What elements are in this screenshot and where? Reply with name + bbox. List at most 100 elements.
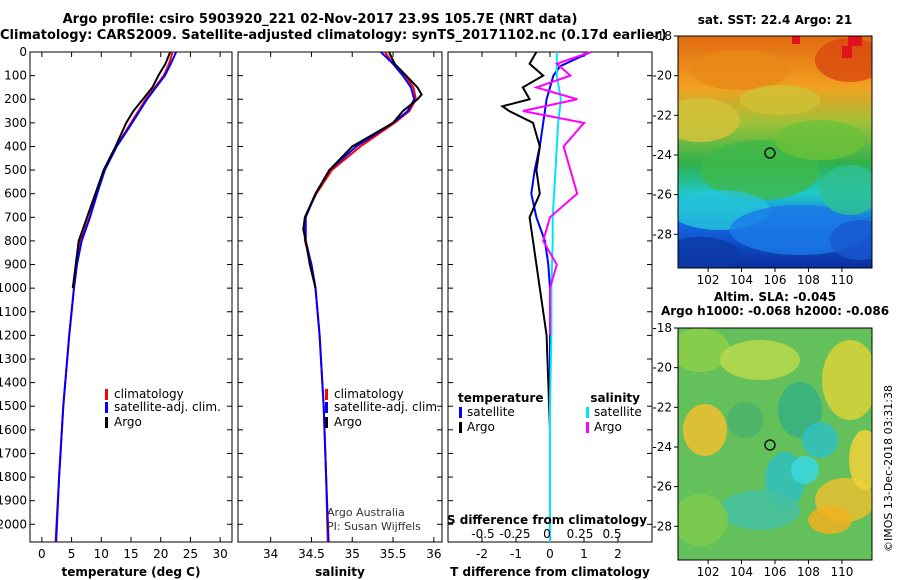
legend-label: satellite xyxy=(467,405,515,419)
x-tick-label: 10 xyxy=(94,547,109,561)
top-axis-label: S difference from climatology xyxy=(447,513,647,527)
map-x-tick-label: 104 xyxy=(730,273,753,287)
legend-label: climatology xyxy=(114,387,184,401)
map-title-sst: sat. SST: 22.4 Argo: 21 xyxy=(698,13,852,27)
legend-swatch xyxy=(586,422,589,433)
map-x-tick-label: 108 xyxy=(797,273,820,287)
legend-swatch xyxy=(586,407,589,418)
map-y-tick-label: -22 xyxy=(652,108,672,122)
series-satellite-adj-clim- xyxy=(55,51,178,543)
legend-swatch xyxy=(105,389,108,400)
y-tick-label: 100 xyxy=(4,69,27,83)
map-sla: -18 -20 -22 -24 -26 -28 102 104 106 108 110 Altim. … xyxy=(652,290,889,579)
sst-patch xyxy=(775,120,865,160)
top-tick-label: 0 xyxy=(543,527,551,541)
annotation-argo-australia: Argo Australia xyxy=(327,506,405,519)
x-tick-label: 35.5 xyxy=(380,547,407,561)
y-tick-label: 600 xyxy=(4,187,27,201)
annotation-pi: PI: Susan Wijffels xyxy=(327,520,421,533)
y-tick-label: 800 xyxy=(4,234,27,248)
legend-label: climatology xyxy=(334,387,404,401)
legend-title-temperature: temperature xyxy=(458,391,543,405)
y-tick-label: 1800 xyxy=(0,470,27,484)
y-tick-label: 1100 xyxy=(0,305,27,319)
sla-patch xyxy=(683,404,727,456)
legend-swatch xyxy=(105,417,108,428)
sst-patch xyxy=(740,85,820,115)
y-tick-label: 1900 xyxy=(0,494,27,508)
x-tick-label: 25 xyxy=(183,547,198,561)
legend-label: satellite xyxy=(594,405,642,419)
series-salinity-satellite xyxy=(549,52,562,542)
sst-patch xyxy=(678,98,740,142)
y-tick-label: 400 xyxy=(4,139,27,153)
sla-patch xyxy=(720,490,800,530)
map-field xyxy=(678,36,872,268)
legend-label: satellite-adj. clim. xyxy=(114,400,221,414)
y-tick-label: 700 xyxy=(4,210,27,224)
sst-hot-pixel xyxy=(792,36,800,44)
x-tick-label: 15 xyxy=(123,547,138,561)
argo-position-marker xyxy=(764,147,776,159)
y-tick-label: 1700 xyxy=(0,446,27,460)
map-x-tick-label: 108 xyxy=(797,565,820,579)
y-tick-label: 200 xyxy=(4,92,27,106)
map-y-tick-label: -20 xyxy=(652,69,672,83)
map-y-tick-label: -26 xyxy=(652,188,672,202)
map-y-tick-label: -24 xyxy=(652,148,672,162)
y-tick-label: 500 xyxy=(4,163,27,177)
map-x-tick-label: 104 xyxy=(730,565,753,579)
title-line-1: Argo profile: csiro 5903920_221 02-Nov-2… xyxy=(62,12,578,27)
map-field xyxy=(678,328,872,560)
map-y-tick-label: -22 xyxy=(652,400,672,414)
map-x-tick-label: 102 xyxy=(697,565,720,579)
map-y-tick-label: -28 xyxy=(652,519,672,533)
x-tick-label: 34 xyxy=(263,547,278,561)
map-title-sla: Altim. SLA: -0.045 xyxy=(714,290,836,304)
x-tick-label: 5 xyxy=(68,547,76,561)
x-tick-label: 0 xyxy=(546,547,554,561)
sst-hot-pixel xyxy=(842,46,852,58)
x-tick-label: 30 xyxy=(212,547,227,561)
x-tick-label: -1 xyxy=(510,547,522,561)
top-tick-label: 0.25 xyxy=(567,527,594,541)
y-tick-label: 0 xyxy=(19,45,27,59)
sst-patch xyxy=(820,165,872,215)
legend-swatch xyxy=(325,389,328,400)
sla-patch xyxy=(727,402,763,438)
title-line-2: Climatology: CARS2009. Satellite-adjuste… xyxy=(0,28,667,43)
series-salinity-argo xyxy=(522,51,592,336)
footer-timestamp: ©IMOS 13-Dec-2018 03:31:38 xyxy=(882,385,895,552)
map-x-tick-label: 110 xyxy=(830,565,853,579)
x-axis-label: temperature (deg C) xyxy=(62,565,201,579)
map-y-tick-label: -28 xyxy=(652,227,672,241)
x-tick-label: 2 xyxy=(614,547,622,561)
top-tick-label: 0.5 xyxy=(602,527,621,541)
legend-swatch xyxy=(325,417,328,428)
map-x-tick-label: 102 xyxy=(697,273,720,287)
x-tick-label: -2 xyxy=(476,547,488,561)
sla-patch xyxy=(678,328,730,372)
sst-patch xyxy=(690,50,790,90)
series-temperature-argo xyxy=(500,51,551,525)
legend-label: Argo xyxy=(114,415,142,429)
argo-position-marker xyxy=(764,439,776,451)
y-tick-label: 2000 xyxy=(0,517,27,531)
x-axis-label: salinity xyxy=(315,565,365,579)
panel-salinity: 34 34.5 35 35.5 36 salinity climatologysatelli… xyxy=(237,51,443,579)
y-tick-label: 1400 xyxy=(0,376,27,390)
series-argo xyxy=(302,51,423,289)
y-tick-label: 900 xyxy=(4,258,27,272)
map-y-tick-label: -26 xyxy=(652,480,672,494)
x-tick-label: 0 xyxy=(38,547,46,561)
legend-swatch xyxy=(459,422,462,433)
y-tick-label: 1000 xyxy=(0,281,27,295)
sla-patch xyxy=(808,506,852,534)
sst-patch xyxy=(700,140,820,200)
map-x-tick-label: 106 xyxy=(764,273,787,287)
panel-difference: -2 -1 0 1 2 T difference from climatology temp… xyxy=(447,51,653,579)
sst-patch xyxy=(815,38,872,82)
sst-patch xyxy=(830,220,872,260)
legend-swatch xyxy=(325,402,328,413)
